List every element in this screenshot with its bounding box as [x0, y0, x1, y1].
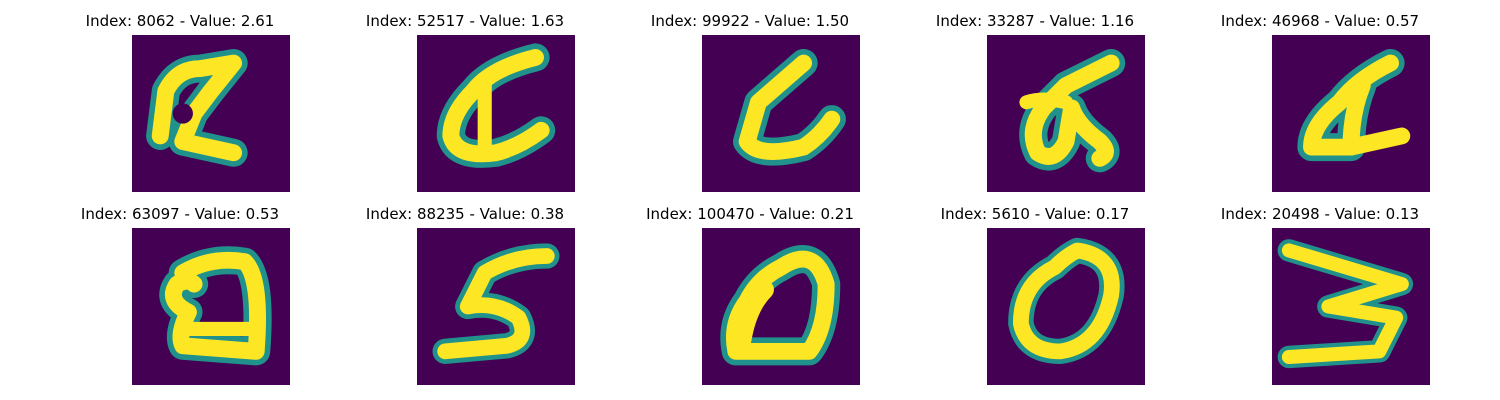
- panel-title: Index: 88235 - Value: 0.38: [365, 205, 565, 223]
- panel-title: Index: 63097 - Value: 0.53: [80, 205, 280, 223]
- panel-title: Index: 20498 - Value: 0.13: [1220, 205, 1420, 223]
- panel-title: Index: 8062 - Value: 2.61: [85, 12, 275, 30]
- panel-10: Index: 20498 - Value: 0.13: [1170, 193, 1470, 385]
- digit-image: [1272, 228, 1430, 385]
- digit-image: [132, 228, 290, 385]
- panel-title: Index: 46968 - Value: 0.57: [1220, 12, 1420, 30]
- panel-8: Index: 100470 - Value: 0.21: [600, 193, 900, 385]
- panel-title: Index: 33287 - Value: 1.16: [935, 12, 1135, 30]
- panel-title: Index: 100470 - Value: 0.21: [646, 205, 854, 223]
- panel-title: Index: 52517 - Value: 1.63: [365, 12, 565, 30]
- digit-image: [702, 35, 860, 192]
- panel-5: Index: 46968 - Value: 0.57: [1170, 0, 1470, 192]
- panel-4: Index: 33287 - Value: 1.16: [885, 0, 1185, 192]
- digit-image: [417, 228, 575, 385]
- panel-title: Index: 99922 - Value: 1.50: [650, 12, 850, 30]
- digit-image: [132, 35, 290, 192]
- panel-title: Index: 5610 - Value: 0.17: [940, 205, 1130, 223]
- panel-1: Index: 8062 - Value: 2.61: [30, 0, 330, 192]
- panel-2: Index: 52517 - Value: 1.63: [315, 0, 615, 192]
- digit-image: [702, 228, 860, 385]
- digit-image: [987, 228, 1145, 385]
- digit-image: [987, 35, 1145, 192]
- digit-image: [417, 35, 575, 192]
- digit-image: [1272, 35, 1430, 192]
- panel-3: Index: 99922 - Value: 1.50: [600, 0, 900, 192]
- panel-9: Index: 5610 - Value: 0.17: [885, 193, 1185, 385]
- panel-7: Index: 88235 - Value: 0.38: [315, 193, 615, 385]
- panel-6: Index: 63097 - Value: 0.53: [30, 193, 330, 385]
